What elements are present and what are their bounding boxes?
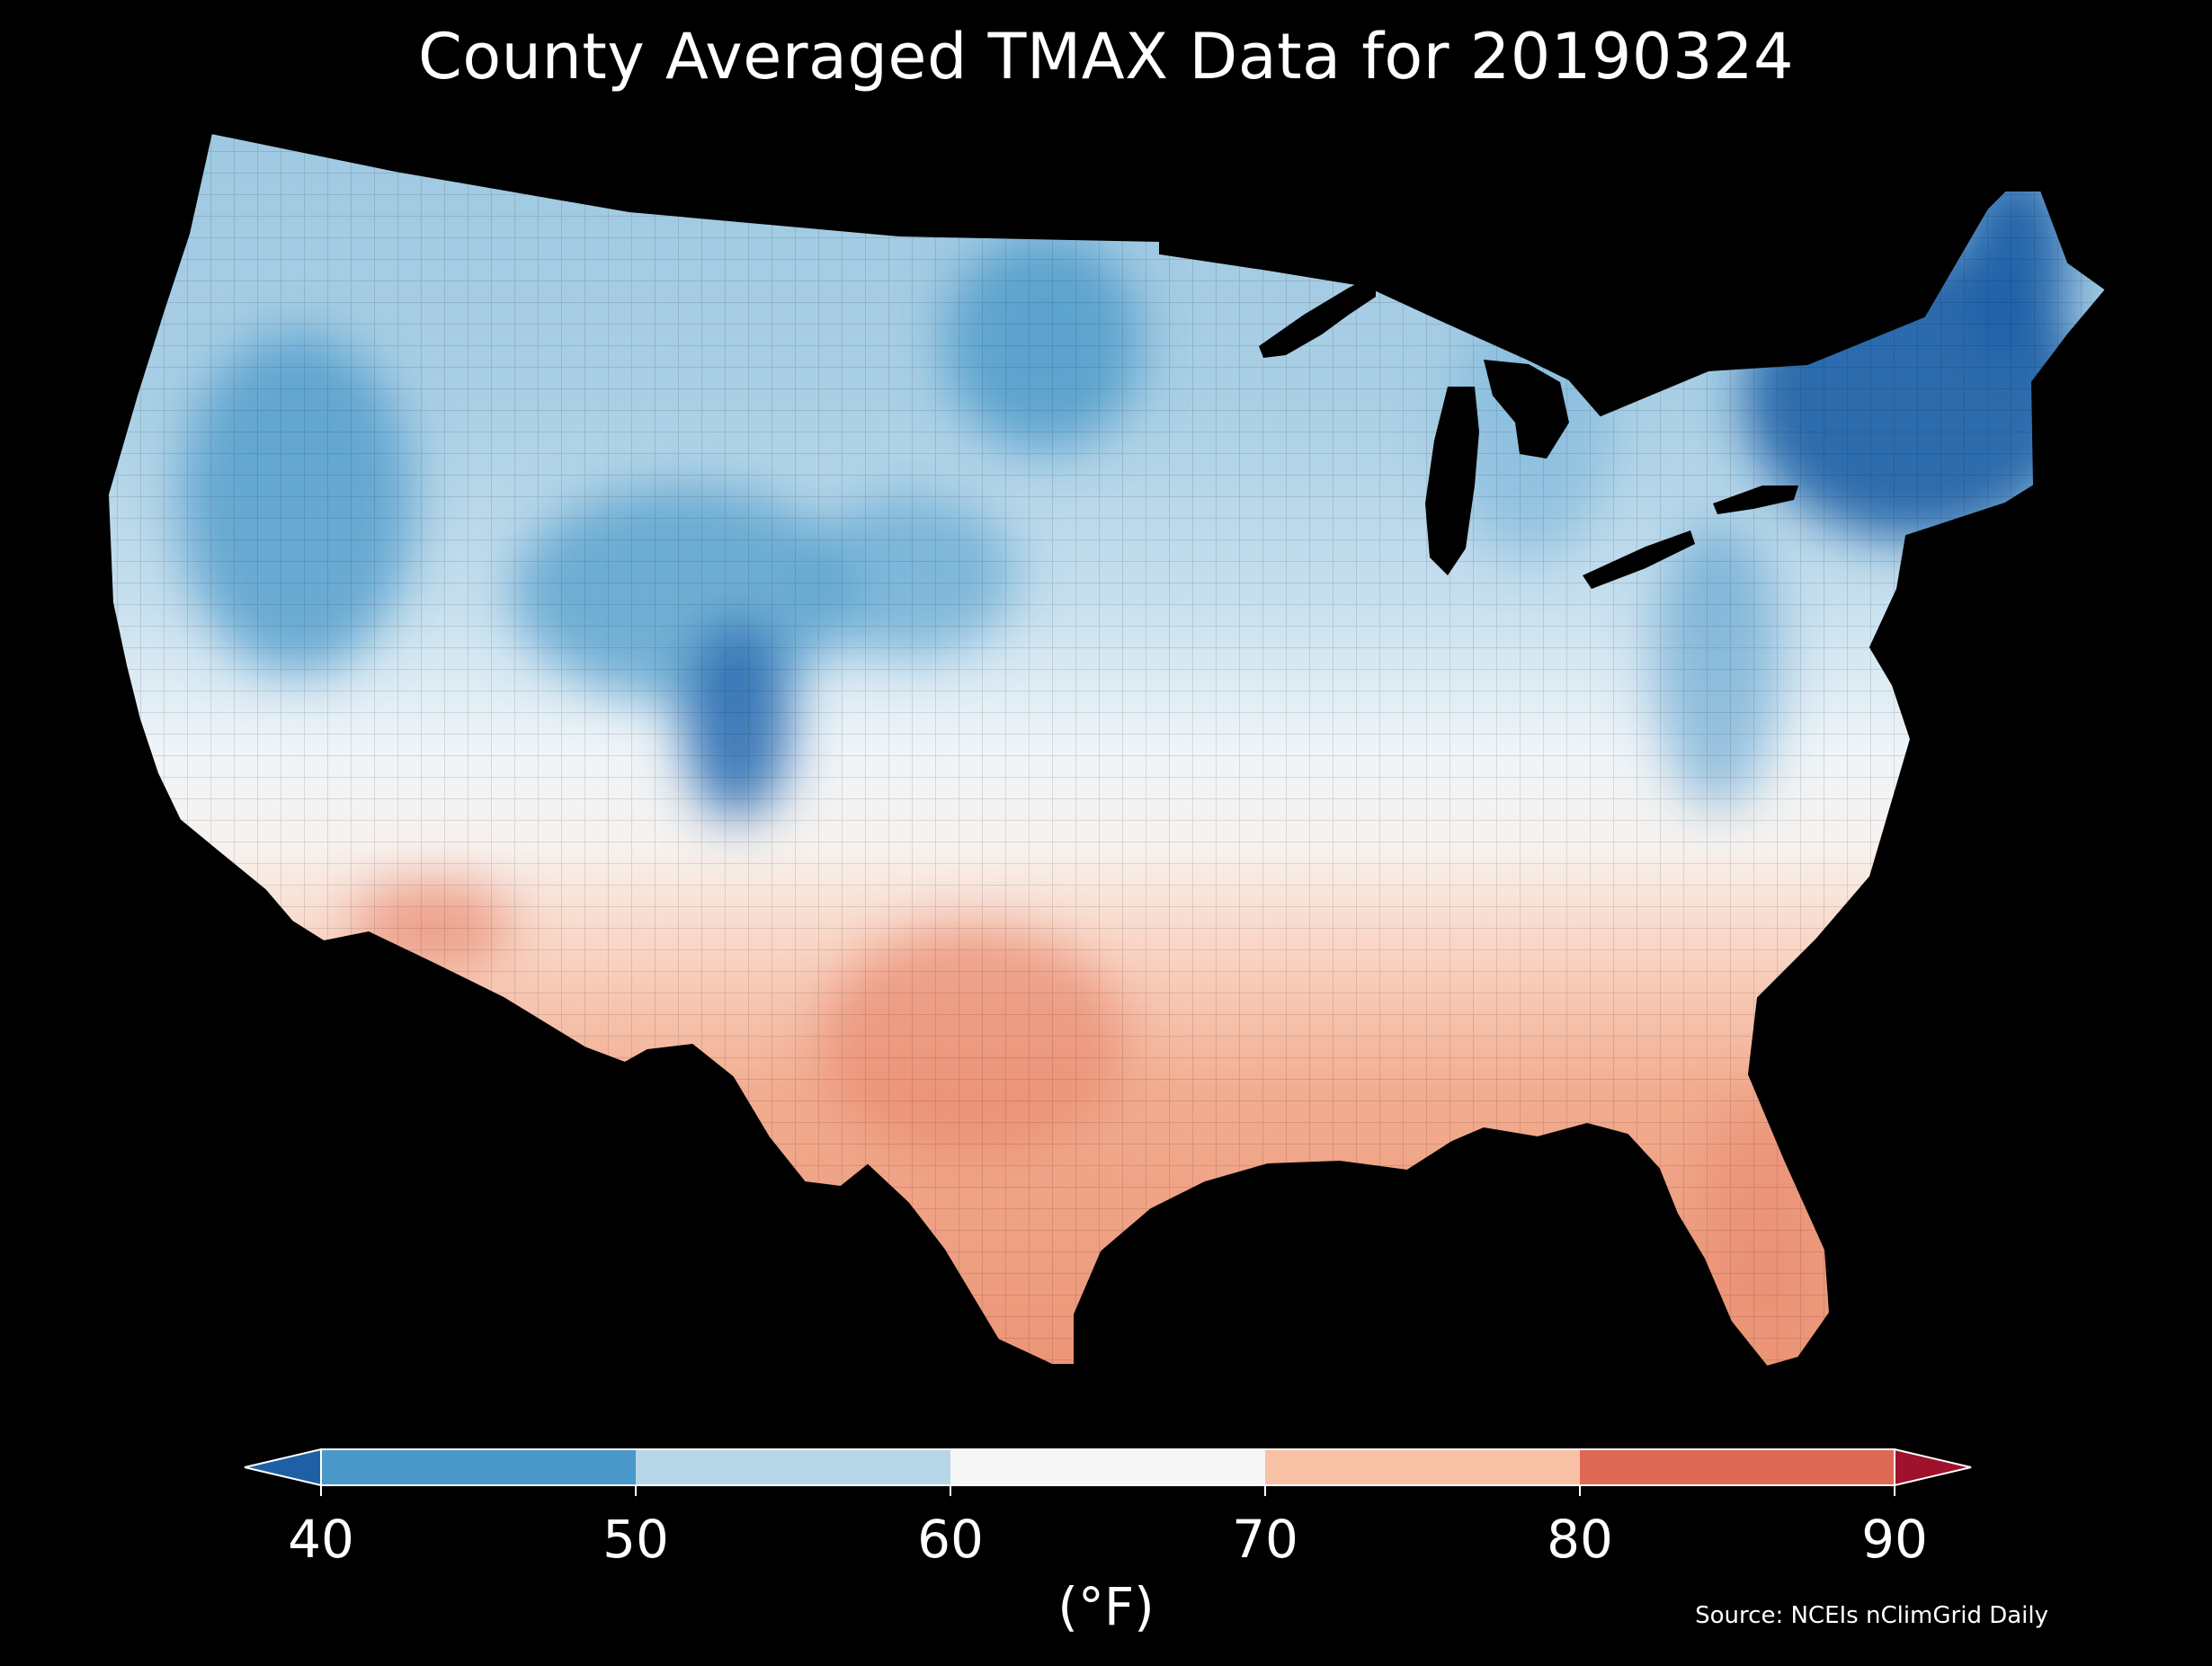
colorbar-tick-label-50: 50 bbox=[602, 1509, 669, 1570]
colorbar-bin-80-90 bbox=[1580, 1449, 1895, 1485]
colorbar-under-arrow bbox=[244, 1448, 322, 1487]
lake-erie bbox=[1583, 530, 1695, 589]
source-credit: Source: NCEIs nClimGrid Daily bbox=[1695, 1602, 2048, 1629]
colorbar-tick-label-90: 90 bbox=[1861, 1509, 1928, 1570]
colorbar-unit-label: (°F) bbox=[1057, 1576, 1155, 1637]
colorbar-tick-marks bbox=[320, 1485, 1895, 1496]
colorbar-tick-label-70: 70 bbox=[1232, 1509, 1298, 1570]
colorbar-bin-40-50 bbox=[321, 1449, 636, 1485]
great-lakes bbox=[1259, 274, 1798, 589]
us-outline bbox=[106, 131, 2108, 1368]
lake-michigan bbox=[1425, 387, 1479, 575]
colorbar-bin-50-60 bbox=[636, 1449, 950, 1485]
lake-superior bbox=[1259, 274, 1376, 358]
colorbar-frame bbox=[320, 1448, 1895, 1486]
lake-huron bbox=[1484, 360, 1569, 459]
map-title: County Averaged TMAX Data for 20190324 bbox=[417, 20, 1795, 94]
colorbar-over-arrow bbox=[1894, 1448, 1972, 1487]
lake-ontario bbox=[1713, 486, 1798, 514]
colorbar-tick-label-40: 40 bbox=[288, 1509, 354, 1570]
colorbar-tick-label-80: 80 bbox=[1547, 1509, 1613, 1570]
colorbar-bin-70-80 bbox=[1265, 1449, 1580, 1485]
colorbar-bin-60-70 bbox=[950, 1449, 1265, 1485]
colorbar-tick-label-60: 60 bbox=[917, 1509, 984, 1570]
